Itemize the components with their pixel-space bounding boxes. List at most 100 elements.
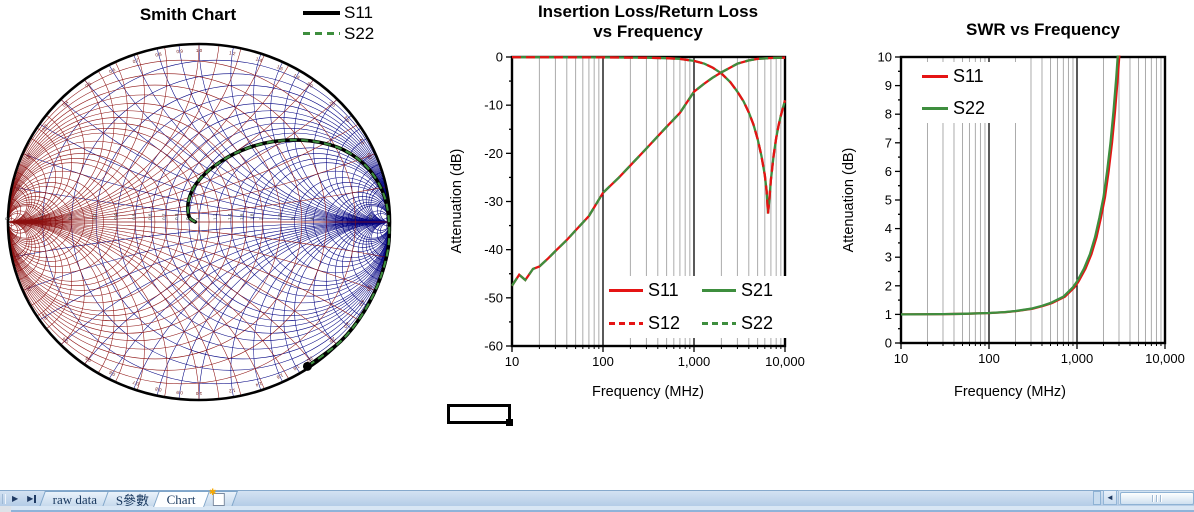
svg-text:4.0: 4.0	[358, 299, 366, 307]
legend-label: S11	[953, 66, 984, 86]
svg-text:4: 4	[310, 217, 315, 220]
svg-text:-50: -50	[484, 290, 503, 305]
svg-text:4.0: 4.0	[358, 137, 366, 145]
next-sheet-button[interactable]: ▶	[12, 494, 19, 503]
statusbar-corner	[0, 506, 11, 512]
svg-text:-60: -60	[484, 339, 503, 354]
smith-plot: 0 0.1 0.2 0.3 0.4 0.5 0.6 0.7 0.8 0.9 1 1.2 1.4 1.6 1.…	[4, 42, 392, 402]
legend-label: S22	[344, 23, 375, 43]
svg-text:0.2: 0.2	[68, 213, 73, 220]
svg-text:10,000: 10,000	[765, 354, 805, 369]
svg-text:10: 10	[351, 214, 356, 220]
svg-text:20: 20	[368, 214, 373, 220]
statusbar-strip	[0, 506, 1194, 512]
svg-text:10: 10	[894, 351, 908, 366]
svg-text:0.2: 0.2	[25, 284, 32, 292]
legend-label: S22	[953, 98, 986, 118]
svg-text:-20: -20	[484, 146, 503, 161]
svg-text:0.6: 0.6	[108, 369, 116, 377]
sheet-tab-chart[interactable]: Chart	[153, 491, 210, 507]
svg-text:1.8: 1.8	[292, 73, 300, 81]
textbox-resize-handle[interactable]	[506, 419, 513, 426]
smith-trace-S22	[186, 138, 391, 368]
series-S22	[900, 55, 1119, 316]
svg-text:0.7: 0.7	[161, 213, 166, 220]
svg-text:0.3: 0.3	[41, 123, 49, 131]
svg-text:5: 5	[322, 217, 327, 220]
svg-text:0.9: 0.9	[176, 49, 183, 55]
svg-text:-10: -10	[484, 98, 503, 113]
scroll-left-button[interactable]: ◄	[1103, 490, 1117, 505]
svg-text:0.5: 0.5	[84, 81, 92, 89]
svg-text:2: 2	[885, 278, 892, 293]
svg-text:3: 3	[291, 217, 296, 220]
smith-chart-title: Smith Chart	[139, 5, 237, 24]
legend-item-S22: S22	[922, 98, 1018, 119]
svg-text:5.0: 5.0	[366, 152, 373, 160]
svg-text:0.5: 0.5	[131, 213, 136, 220]
legend-line-sample	[702, 322, 736, 325]
il-x-axis-title: Frequency (MHz)	[592, 384, 704, 400]
svg-text:3: 3	[885, 250, 892, 265]
legend-line-sample	[609, 322, 643, 325]
swr-x-axis-title: Frequency (MHz)	[954, 384, 1066, 400]
sheet-tab-label: Chart	[166, 491, 196, 507]
svg-text:5: 5	[885, 193, 892, 208]
svg-text:0.8: 0.8	[155, 51, 163, 57]
svg-text:4: 4	[885, 221, 892, 236]
last-sheet-button[interactable]: ▶	[24, 491, 39, 507]
insertion-return-loss-chart-object[interactable]: Insertion Loss/Return Loss vs Frequency …	[440, 0, 800, 430]
sheet-tab-bar: ▶ ▶ raw data S參數 Chart ✱	[0, 487, 1194, 508]
svg-text:3.0: 3.0	[343, 115, 351, 123]
svg-text:1.2: 1.2	[229, 50, 237, 56]
smith-chart-object[interactable]: Smith Chart S11 S22	[0, 0, 412, 470]
svg-text:1: 1	[885, 307, 892, 322]
legend-line-sample	[303, 10, 340, 15]
svg-text:0.1: 0.1	[15, 252, 21, 260]
smith-legend: S11 S22	[303, 2, 374, 44]
svg-text:0.8: 0.8	[154, 386, 162, 392]
svg-text:0.1: 0.1	[39, 213, 44, 220]
svg-text:0.3: 0.3	[92, 213, 97, 220]
svg-text:7: 7	[885, 135, 892, 150]
svg-text:1.8: 1.8	[250, 213, 255, 220]
svg-text:2.5: 2.5	[328, 336, 336, 344]
svg-text:1.0: 1.0	[195, 391, 202, 396]
spark-icon: ✱	[208, 487, 217, 497]
legend-item-S22: S22	[303, 23, 374, 44]
sheet-tab-raw-data[interactable]: raw data	[39, 491, 112, 507]
legend-item-S11: S11	[303, 2, 374, 23]
tab-split-handle[interactable]	[1093, 491, 1101, 505]
empty-textbox-shape[interactable]	[447, 404, 511, 424]
swr-y-axis-title: Attenuation (dB)	[841, 147, 857, 253]
svg-text:0.6: 0.6	[147, 213, 152, 220]
svg-text:0.2: 0.2	[25, 152, 32, 160]
svg-text:2.0: 2.0	[306, 81, 314, 89]
tab-bar-groove	[2, 494, 6, 504]
svg-text:1.6: 1.6	[239, 213, 244, 220]
swr-gridlines	[926, 57, 1162, 343]
svg-text:2: 2	[259, 217, 264, 220]
swr-chart-object[interactable]: SWR vs Frequency Attenuation (dB) Freque…	[830, 0, 1194, 430]
legend-label: S22	[741, 313, 774, 333]
svg-text:6: 6	[885, 164, 892, 179]
svg-text:0.7: 0.7	[132, 380, 140, 387]
series-S12	[511, 56, 786, 214]
legend-item-S22: S22	[702, 313, 789, 334]
series-S22	[511, 56, 786, 287]
il_rl-series	[511, 56, 786, 287]
horizontal-scrollbar[interactable]	[1118, 490, 1194, 505]
legend-line-sample	[922, 107, 948, 110]
svg-text:10: 10	[505, 354, 519, 369]
svg-text:1,000: 1,000	[678, 354, 711, 369]
svg-text:8: 8	[885, 107, 892, 122]
horizontal-scrollbar-thumb[interactable]	[1120, 492, 1194, 505]
svg-text:0.6: 0.6	[108, 67, 116, 75]
svg-text:1.6: 1.6	[276, 64, 284, 71]
il-y-axis-title: Attenuation (dB)	[449, 148, 465, 254]
svg-text:0.5: 0.5	[84, 355, 92, 363]
svg-text:0: 0	[496, 50, 503, 65]
smith-rim-labels: 0.1 0.1 0.2 0.2 0.3 0.3 0.4 0.4 0.5 0.5 0.6 0.6 0.7 0…	[15, 48, 373, 396]
svg-text:1.4: 1.4	[255, 381, 263, 388]
